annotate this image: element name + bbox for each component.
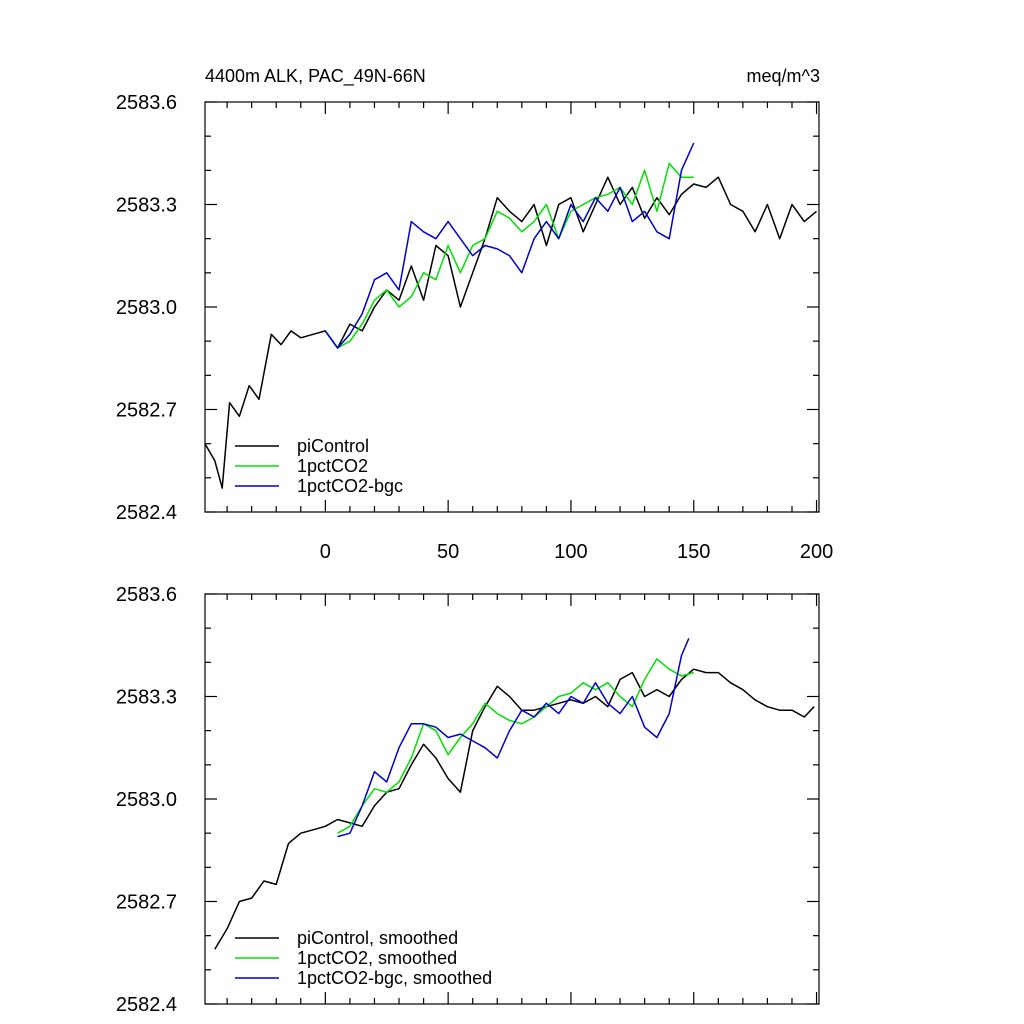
top-series-line-0 (204, 176, 817, 489)
chart-units: meq/m^3 (747, 66, 820, 86)
top-series-line-2 (324, 142, 695, 349)
top-y-tick-label: 2583.3 (116, 195, 177, 217)
bottom-y-tick-label: 2582.4 (116, 994, 177, 1016)
bottom-series-line-2 (337, 638, 690, 838)
top-x-ticks: 0 50 100 150 200 (226, 102, 833, 563)
bottom-panel: 2582.4 2582.7 2583.0 2583.3 2583.6 piControl… (116, 584, 820, 1016)
bottom-legend-label: piControl, smoothed (297, 928, 458, 948)
bottom-series-line-0 (214, 668, 815, 950)
top-legend-label: 1pctCO2 (297, 456, 368, 476)
bottom-y-tick-label: 2582.7 (116, 892, 177, 914)
top-y-tick-label: 2582.7 (116, 400, 177, 422)
top-y-tick-label: 2583.6 (116, 92, 177, 114)
top-x-tick-label: 200 (800, 541, 833, 563)
top-x-tick-label: 100 (554, 541, 587, 563)
bottom-y-tick-label: 2583.3 (116, 687, 177, 709)
top-series-line-1 (324, 162, 694, 349)
bottom-series-line-1 (337, 658, 694, 834)
top-y-tick-label: 2583.0 (116, 297, 177, 319)
bottom-y-tick-label: 2583.0 (116, 789, 177, 811)
bottom-y-tick-label: 2583.6 (116, 584, 177, 606)
top-y-ticks: 2582.4 2582.7 2583.0 2583.3 2583.6 (116, 92, 819, 524)
bottom-series-lines (214, 638, 815, 950)
chart-title: 4400m ALK, PAC_49N-66N (205, 66, 426, 87)
bottom-x-ticks (226, 594, 818, 1004)
top-x-tick-label: 0 (320, 541, 331, 563)
bottom-legend-label: 1pctCO2-bgc, smoothed (297, 968, 492, 988)
top-series-lines (204, 142, 817, 489)
bottom-y-ticks: 2582.4 2582.7 2583.0 2583.3 2583.6 (116, 584, 819, 1016)
top-legend-label: 1pctCO2-bgc (297, 476, 403, 496)
top-y-tick-label: 2582.4 (116, 502, 177, 524)
top-legend-label: piControl (297, 436, 369, 456)
top-x-tick-label: 50 (437, 541, 459, 563)
top-x-tick-label: 150 (677, 541, 710, 563)
bottom-legend-label: 1pctCO2, smoothed (297, 948, 457, 968)
top-panel: 4400m ALK, PAC_49N-66N meq/m^3 2582.4258… (116, 66, 833, 563)
